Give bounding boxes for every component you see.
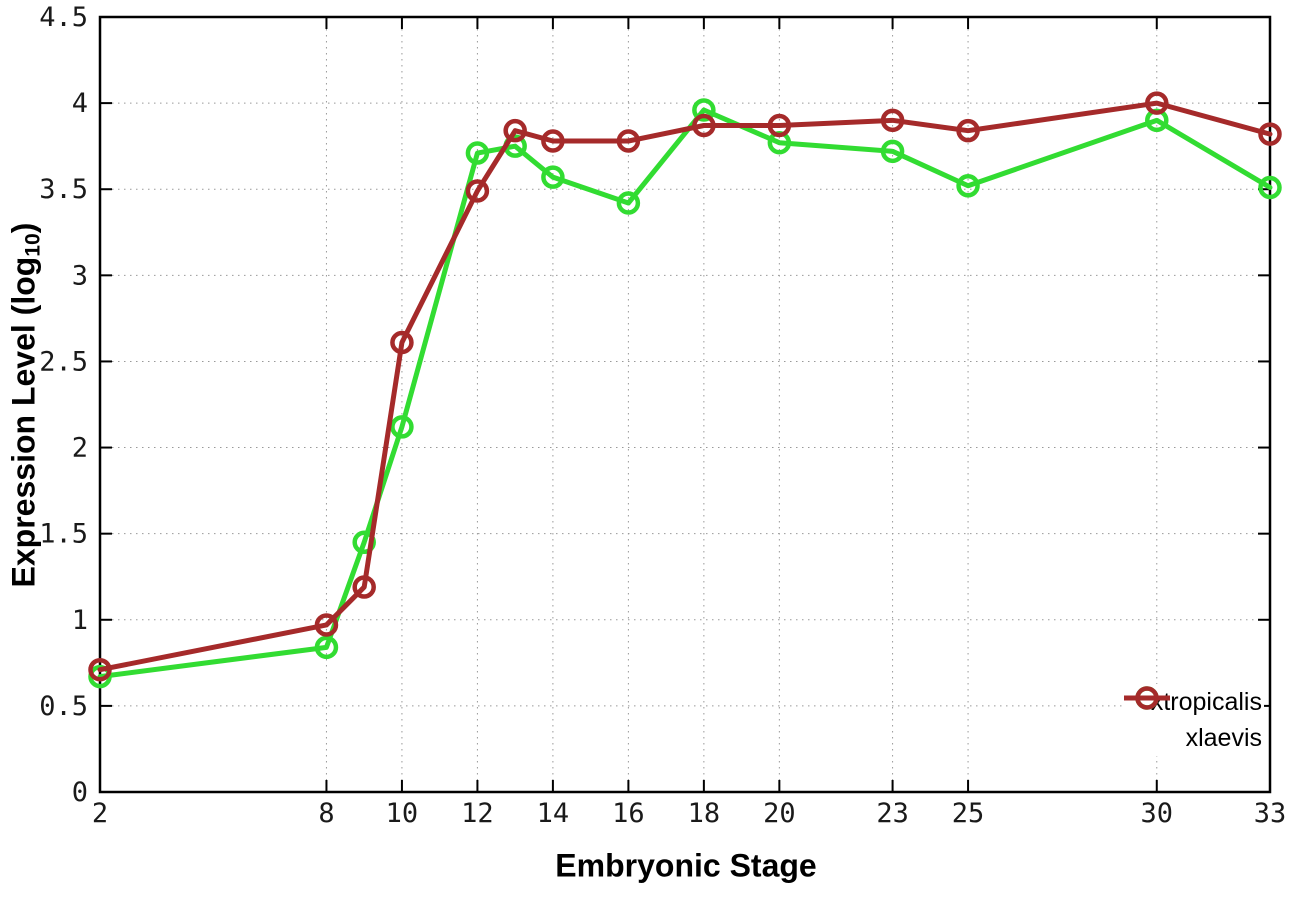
data-point-xtropicalis <box>880 139 905 164</box>
legend-marker-xlaevis-icon <box>1123 686 1170 710</box>
x-tick-label: 12 <box>461 798 494 829</box>
x-tick-label: 10 <box>386 798 419 829</box>
data-point-xlaevis <box>88 657 112 682</box>
data-point-xlaevis <box>390 330 414 355</box>
data-point-xlaevis <box>880 108 905 133</box>
data-point-xlaevis <box>692 113 716 138</box>
y-axis-label-main: Expression Level (log <box>5 256 42 588</box>
x-tick-label: 8 <box>318 798 334 829</box>
data-point-xlaevis <box>1258 122 1282 146</box>
x-tick-label: 2 <box>92 798 108 829</box>
data-point-xtropicalis <box>956 174 980 198</box>
y-axis-label-subscript: 10 <box>21 233 45 257</box>
data-point-xlaevis <box>352 575 376 599</box>
y-axis-label: Expression Level (log10) <box>5 222 45 588</box>
data-point-xlaevis <box>767 113 792 138</box>
data-point-xtropicalis <box>692 98 716 122</box>
data-point-xtropicalis <box>390 415 414 439</box>
y-tick-label: 1.5 <box>39 519 88 550</box>
data-point-xtropicalis <box>314 635 339 660</box>
y-tick-label: 3 <box>72 260 88 291</box>
y-axis-label-close: ) <box>5 222 42 234</box>
x-tick-label: 23 <box>876 798 909 829</box>
y-tick-label: 1 <box>72 605 88 636</box>
x-tick-label: 30 <box>1141 798 1174 829</box>
legend-label-xtropicalis: xtropicalis <box>1150 687 1262 716</box>
x-tick-label: 33 <box>1254 798 1287 829</box>
legend-label-xlaevis: xlaevis <box>1185 723 1262 752</box>
data-point-xtropicalis <box>616 191 641 215</box>
y-tick-label: 4.5 <box>39 2 88 33</box>
data-point-xtropicalis <box>541 165 565 189</box>
legend: xtropicalis xlaevis <box>1122 684 1264 756</box>
data-point-xtropicalis <box>1258 175 1282 200</box>
legend-row-xlaevis: xlaevis <box>1123 686 1262 754</box>
data-point-xlaevis <box>465 179 490 203</box>
y-tick-label: 0.5 <box>39 691 88 722</box>
x-tick-label: 16 <box>612 798 645 829</box>
data-point-xlaevis <box>541 129 565 153</box>
data-point-xlaevis <box>1145 91 1169 115</box>
y-tick-label: 2.5 <box>39 346 88 377</box>
y-tick-label: 0 <box>72 777 88 808</box>
series-xtropicalis-line <box>97 107 1273 680</box>
y-tick-label: 2 <box>72 433 88 464</box>
x-tick-label: 25 <box>952 798 985 829</box>
data-point-xtropicalis <box>352 530 376 555</box>
x-tick-label: 18 <box>688 798 721 829</box>
axis-frame <box>98 15 1272 794</box>
y-tick-label: 4 <box>72 88 88 119</box>
y-tick-label: 3.5 <box>39 174 88 205</box>
data-point-xlaevis <box>314 613 339 637</box>
data-point-xlaevis <box>503 118 527 143</box>
x-axis-label: Embryonic Stage <box>555 847 817 884</box>
data-point-xlaevis <box>956 118 980 143</box>
data-point-xtropicalis <box>465 141 490 165</box>
x-tick-label: 14 <box>537 798 570 829</box>
x-tick-label: 20 <box>763 798 796 829</box>
series-xlaevis-line <box>97 100 1273 673</box>
data-point-xlaevis <box>616 129 641 153</box>
